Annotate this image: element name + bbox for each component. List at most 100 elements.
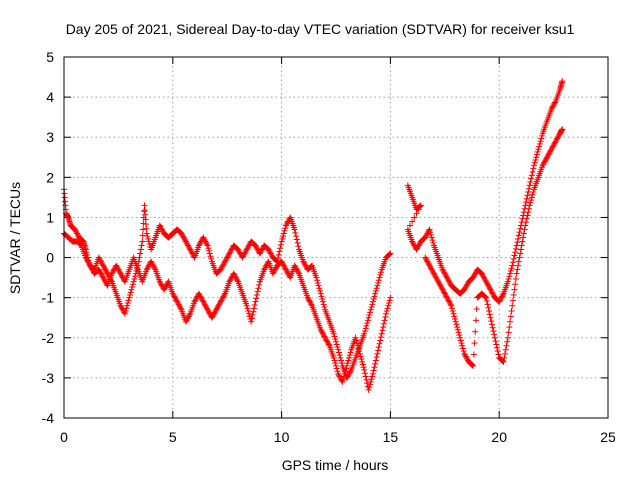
data-point (242, 249, 249, 256)
data-point (346, 354, 353, 361)
data-point (526, 202, 533, 209)
data-point (427, 263, 434, 270)
data-point (179, 233, 186, 240)
y-tick-label: -2 (42, 330, 55, 346)
data-point (245, 308, 252, 315)
y-axis-title: SDTVAR / TECUs (7, 182, 23, 294)
data-point (333, 365, 340, 372)
data-point (430, 270, 437, 277)
data-point (224, 254, 231, 261)
data-point (552, 138, 559, 145)
data-point (410, 241, 417, 248)
data-point (205, 245, 212, 252)
data-point (146, 241, 153, 248)
data-point (346, 369, 353, 376)
data-point (433, 274, 440, 281)
data-point (244, 245, 251, 252)
data-point (128, 286, 135, 293)
data-point (280, 261, 287, 268)
data-point (295, 269, 302, 276)
data-point (201, 301, 208, 308)
data-point (514, 239, 521, 246)
data-point (372, 357, 379, 364)
data-point (291, 226, 298, 233)
y-tick-label: 1 (46, 209, 54, 225)
data-point (493, 341, 500, 348)
data-point (377, 334, 384, 341)
data-point (308, 263, 315, 270)
data-point (414, 243, 421, 250)
data-point (554, 134, 561, 141)
data-point (342, 368, 349, 375)
data-point (186, 312, 193, 319)
data-point (219, 263, 226, 270)
data-point (85, 259, 92, 266)
data-point (463, 354, 470, 361)
data-point (383, 310, 390, 317)
data-point (362, 370, 369, 377)
data-point (139, 232, 146, 239)
data-point (319, 330, 326, 337)
data-point (454, 326, 461, 333)
data-point (549, 144, 556, 151)
data-point (512, 245, 519, 252)
data-point (172, 296, 179, 303)
data-point (541, 159, 548, 166)
data-point (321, 304, 328, 311)
data-point (442, 271, 449, 278)
data-point (484, 301, 491, 308)
data-point (313, 274, 320, 281)
data-point (457, 337, 464, 344)
data-point (528, 175, 535, 182)
data-point (138, 242, 145, 249)
data-point (292, 229, 299, 236)
data-point (542, 156, 549, 163)
data-point (514, 266, 521, 273)
y-tick-label: -4 (42, 410, 55, 426)
data-point (325, 341, 332, 348)
data-point (304, 294, 311, 301)
data-point (261, 266, 268, 273)
data-point (140, 226, 147, 233)
data-point (444, 275, 451, 282)
data-point (148, 258, 155, 265)
data-point (87, 262, 94, 269)
data-point (186, 245, 193, 252)
data-point (501, 354, 508, 361)
data-point (515, 258, 522, 265)
data-point (415, 206, 422, 213)
x-tick-label: 5 (169, 429, 177, 445)
data-point (409, 238, 416, 245)
data-point (213, 306, 220, 313)
data-point (553, 136, 560, 143)
data-point (515, 232, 522, 239)
data-point (507, 313, 514, 320)
data-point (367, 309, 374, 316)
data-point (523, 219, 530, 226)
data-point (425, 261, 432, 268)
data-point (239, 254, 246, 261)
data-point (301, 261, 308, 268)
data-point (307, 300, 314, 307)
data-point (462, 285, 469, 292)
data-point (440, 267, 447, 274)
data-point (534, 148, 541, 155)
data-point (524, 212, 531, 219)
data-point (338, 357, 345, 364)
data-point (425, 259, 432, 266)
data-point (331, 333, 338, 340)
grid-lines (64, 57, 608, 418)
data-point (449, 305, 456, 312)
data-point (220, 261, 227, 268)
data-point (118, 271, 125, 278)
data-point (545, 151, 552, 158)
data-point (225, 251, 232, 258)
data-point (538, 135, 545, 142)
data-point (129, 281, 136, 288)
data-point (216, 300, 223, 307)
data-point (470, 362, 477, 369)
data-point (108, 270, 115, 277)
data-point (531, 162, 538, 169)
data-point (544, 152, 551, 159)
data-point (144, 233, 151, 240)
